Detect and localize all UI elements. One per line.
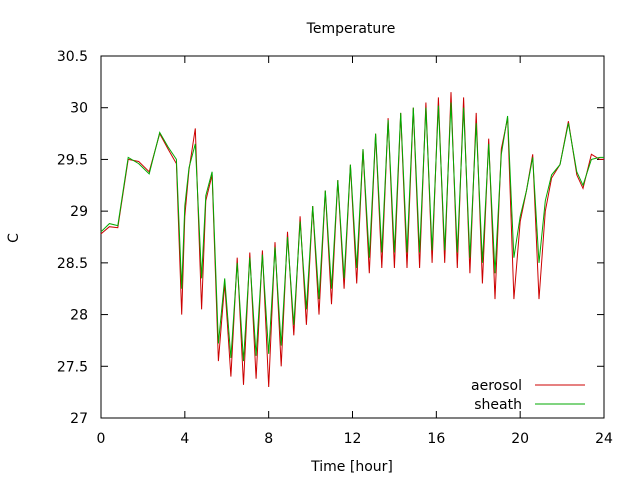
y-tick-label: 30: [70, 101, 88, 117]
axis-ticks: 0 4 8 12 16 20 24 27 27.5 28 28.5 29 29.5 30 30.5: [57, 49, 613, 447]
y-tick-label: 27.5: [57, 359, 88, 375]
y-tick-label: 30.5: [57, 49, 88, 65]
y-axis-label: C: [6, 233, 22, 243]
legend-label-sheath: sheath: [474, 397, 522, 413]
chart-title: Temperature: [306, 21, 396, 37]
legend: aerosol sheath: [471, 378, 585, 413]
legend-label-aerosol: aerosol: [471, 378, 522, 394]
x-tick-label: 16: [427, 431, 445, 447]
x-tick-label: 0: [97, 431, 106, 447]
x-tick-label: 8: [264, 431, 273, 447]
series-line-aerosol: [100, 92, 604, 388]
plot-frame: [100, 55, 605, 419]
x-axis-label: Time [hour]: [310, 459, 393, 475]
y-tick-label: 28: [70, 308, 88, 324]
y-tick-label: 29.5: [57, 152, 88, 168]
y-tick-label: 28.5: [57, 256, 88, 272]
x-tick-label: 4: [180, 431, 189, 447]
series-line-sheath: [100, 102, 604, 362]
x-tick-label: 12: [344, 431, 362, 447]
y-tick-label: 27: [70, 411, 88, 427]
series-layer: [100, 92, 604, 388]
x-tick-label: 20: [511, 431, 529, 447]
y-tick-label: 29: [70, 204, 88, 220]
x-tick-label: 24: [595, 431, 613, 447]
